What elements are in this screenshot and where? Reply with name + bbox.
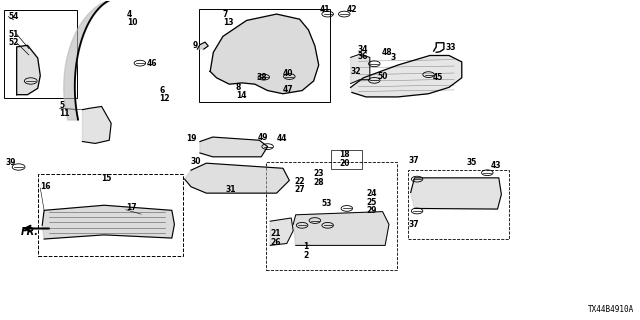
Text: 53: 53 xyxy=(321,198,332,207)
Polygon shape xyxy=(411,178,501,209)
Polygon shape xyxy=(200,137,268,157)
Text: FR.: FR. xyxy=(21,227,39,237)
Polygon shape xyxy=(210,14,319,94)
Bar xyxy=(332,150,362,169)
Text: 10: 10 xyxy=(127,19,138,28)
Polygon shape xyxy=(293,212,389,245)
Text: 39: 39 xyxy=(6,158,16,167)
Polygon shape xyxy=(351,54,370,84)
Bar xyxy=(266,162,397,270)
Text: 28: 28 xyxy=(314,178,324,187)
Text: 32: 32 xyxy=(351,67,361,76)
Text: 37: 37 xyxy=(408,220,419,229)
Text: TX44B4910A: TX44B4910A xyxy=(588,305,634,314)
Text: 29: 29 xyxy=(366,206,376,215)
Polygon shape xyxy=(351,55,462,97)
Text: 19: 19 xyxy=(186,134,196,143)
Text: 44: 44 xyxy=(276,134,287,143)
Text: 52: 52 xyxy=(8,38,19,47)
Text: 27: 27 xyxy=(294,185,305,194)
Text: 25: 25 xyxy=(366,197,376,206)
Text: 49: 49 xyxy=(257,132,268,141)
Bar xyxy=(198,9,330,102)
Bar xyxy=(38,174,183,256)
Text: 48: 48 xyxy=(381,48,392,58)
Polygon shape xyxy=(270,218,293,245)
Text: 54: 54 xyxy=(8,12,19,21)
Text: 33: 33 xyxy=(445,43,456,52)
Text: 26: 26 xyxy=(270,238,281,247)
Text: 8: 8 xyxy=(236,83,241,92)
Text: 4: 4 xyxy=(127,10,132,19)
Bar xyxy=(4,10,77,98)
Text: 43: 43 xyxy=(491,161,502,170)
Text: 22: 22 xyxy=(294,177,305,186)
Text: 2: 2 xyxy=(303,251,308,260)
Text: 21: 21 xyxy=(270,229,281,238)
Text: 40: 40 xyxy=(283,69,294,78)
Bar xyxy=(408,170,509,239)
Text: 17: 17 xyxy=(126,203,136,212)
Text: 41: 41 xyxy=(320,5,330,14)
Text: 46: 46 xyxy=(147,59,157,68)
Text: 12: 12 xyxy=(159,94,170,103)
Text: 51: 51 xyxy=(8,30,19,39)
Text: 7: 7 xyxy=(223,10,228,19)
Text: 38: 38 xyxy=(256,73,267,82)
Text: 37: 37 xyxy=(408,156,419,165)
Text: 23: 23 xyxy=(314,169,324,178)
Text: 47: 47 xyxy=(283,85,294,94)
Polygon shape xyxy=(83,107,111,143)
Text: 5: 5 xyxy=(60,101,65,110)
Text: 11: 11 xyxy=(60,109,70,118)
Polygon shape xyxy=(42,205,174,239)
Text: 42: 42 xyxy=(347,5,357,14)
Polygon shape xyxy=(197,42,208,49)
Text: 36: 36 xyxy=(357,52,367,61)
Text: 14: 14 xyxy=(236,91,246,100)
Text: 45: 45 xyxy=(433,73,443,82)
Text: 1: 1 xyxy=(303,242,308,251)
Text: 35: 35 xyxy=(467,158,477,167)
Text: 34: 34 xyxy=(357,44,367,54)
Text: 50: 50 xyxy=(378,72,388,81)
Polygon shape xyxy=(17,45,40,95)
Text: 16: 16 xyxy=(40,182,51,191)
Text: 20: 20 xyxy=(339,159,349,168)
Polygon shape xyxy=(184,163,289,193)
Text: 13: 13 xyxy=(223,18,234,27)
Text: 24: 24 xyxy=(366,189,376,198)
Text: 18: 18 xyxy=(339,150,350,159)
Text: 31: 31 xyxy=(225,185,236,194)
Text: 6: 6 xyxy=(159,86,164,95)
Text: 9: 9 xyxy=(192,41,198,50)
Text: 30: 30 xyxy=(191,157,202,166)
Text: 3: 3 xyxy=(390,53,396,62)
Text: 15: 15 xyxy=(102,174,112,183)
